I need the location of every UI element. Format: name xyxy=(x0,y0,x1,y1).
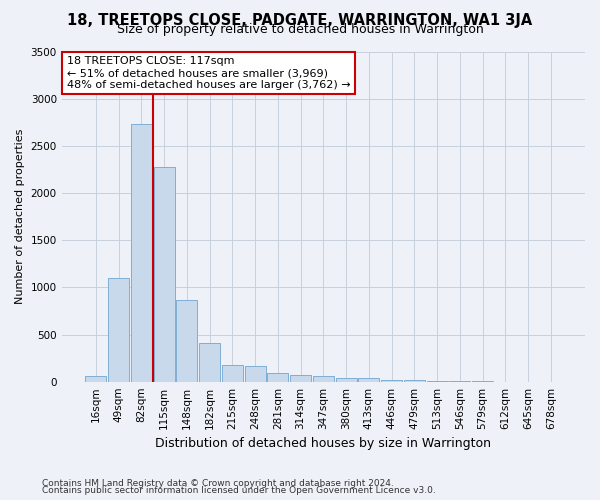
Bar xyxy=(176,300,197,382)
Bar xyxy=(335,378,356,382)
Text: Size of property relative to detached houses in Warrington: Size of property relative to detached ho… xyxy=(116,22,484,36)
Text: 18 TREETOPS CLOSE: 117sqm
← 51% of detached houses are smaller (3,969)
48% of se: 18 TREETOPS CLOSE: 117sqm ← 51% of detac… xyxy=(67,56,350,90)
Y-axis label: Number of detached properties: Number of detached properties xyxy=(15,129,25,304)
Bar xyxy=(313,376,334,382)
Bar xyxy=(427,380,448,382)
Bar xyxy=(290,375,311,382)
Text: Contains public sector information licensed under the Open Government Licence v3: Contains public sector information licen… xyxy=(42,486,436,495)
Bar xyxy=(381,380,402,382)
Bar xyxy=(131,124,152,382)
Bar xyxy=(199,342,220,382)
Bar xyxy=(358,378,379,382)
Text: 18, TREETOPS CLOSE, PADGATE, WARRINGTON, WA1 3JA: 18, TREETOPS CLOSE, PADGATE, WARRINGTON,… xyxy=(67,12,533,28)
Bar xyxy=(404,380,425,382)
Bar xyxy=(268,373,289,382)
Bar xyxy=(154,166,175,382)
Text: Contains HM Land Registry data © Crown copyright and database right 2024.: Contains HM Land Registry data © Crown c… xyxy=(42,478,394,488)
Bar xyxy=(245,366,266,382)
X-axis label: Distribution of detached houses by size in Warrington: Distribution of detached houses by size … xyxy=(155,437,491,450)
Bar xyxy=(85,376,106,382)
Bar xyxy=(108,278,129,382)
Bar xyxy=(222,365,243,382)
